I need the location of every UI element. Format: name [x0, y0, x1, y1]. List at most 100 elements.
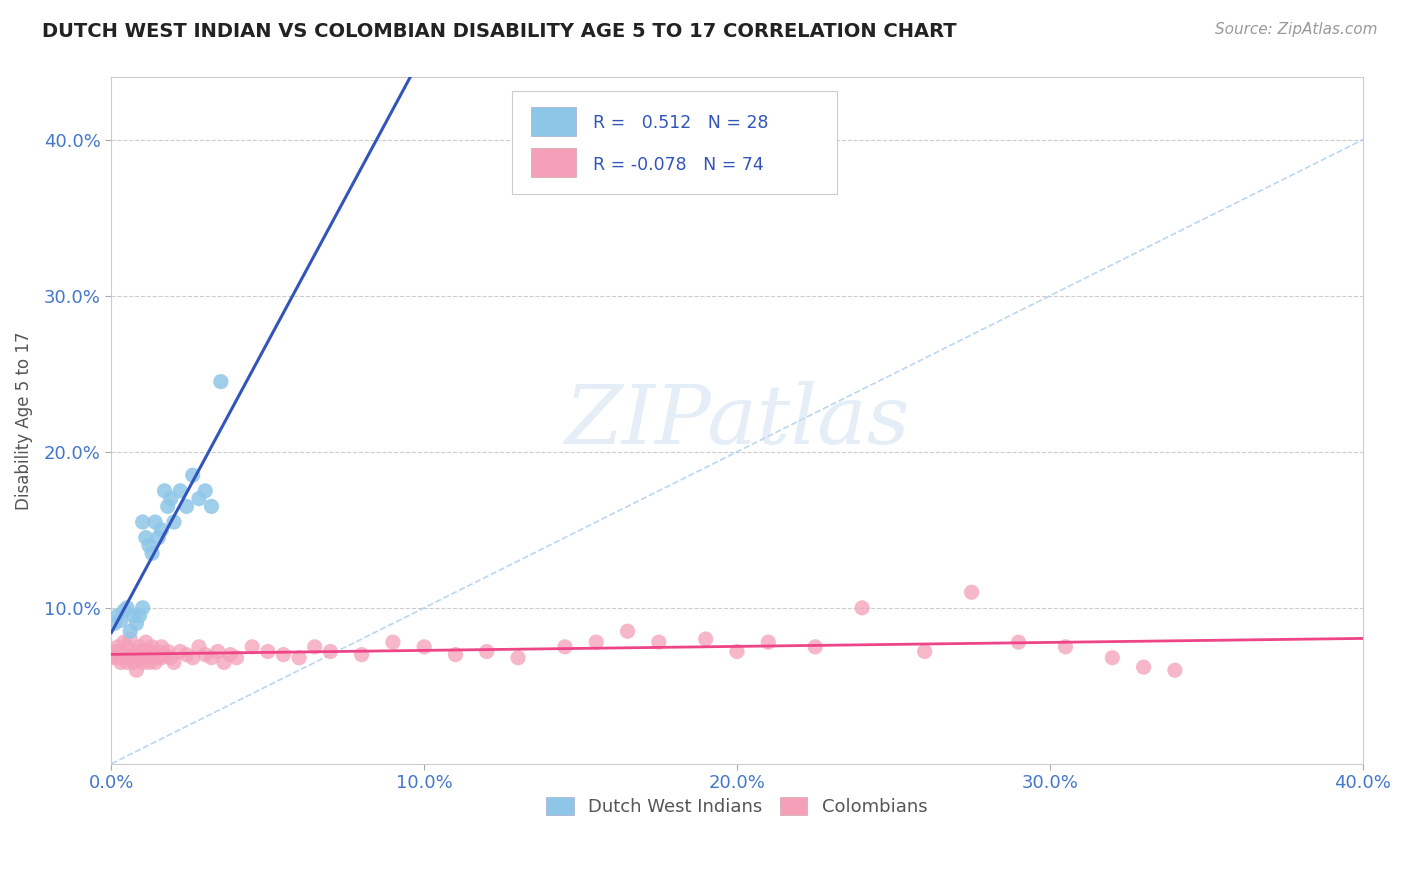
Point — [319, 644, 342, 658]
Point — [181, 468, 204, 483]
Text: R = -0.078   N = 74: R = -0.078 N = 74 — [593, 155, 763, 174]
Point — [122, 648, 145, 662]
Point — [648, 635, 671, 649]
Point — [160, 491, 183, 506]
Point — [115, 640, 138, 654]
Point — [725, 644, 748, 658]
Legend: Dutch West Indians, Colombians: Dutch West Indians, Colombians — [540, 789, 935, 823]
Point — [273, 648, 295, 662]
Point — [138, 538, 160, 552]
Point — [103, 616, 125, 631]
Text: ZIPatlas: ZIPatlas — [564, 381, 910, 460]
Point — [143, 515, 166, 529]
Point — [212, 656, 235, 670]
Point — [176, 648, 198, 662]
Point — [181, 650, 204, 665]
Point — [156, 644, 179, 658]
Point — [194, 648, 217, 662]
Point — [103, 644, 125, 658]
Point — [207, 644, 229, 658]
Point — [914, 644, 936, 658]
Point — [225, 650, 247, 665]
Point — [1164, 663, 1187, 677]
Point — [188, 491, 211, 506]
Point — [110, 613, 132, 627]
Point — [150, 650, 173, 665]
Point — [107, 608, 129, 623]
FancyBboxPatch shape — [530, 148, 575, 177]
Point — [112, 648, 135, 662]
Point — [288, 650, 311, 665]
Point — [851, 600, 873, 615]
Point — [194, 483, 217, 498]
Point — [131, 515, 153, 529]
Point — [128, 608, 150, 623]
Point — [107, 650, 129, 665]
Point — [1007, 635, 1029, 649]
Point — [804, 640, 827, 654]
Point — [304, 640, 326, 654]
Point — [200, 500, 222, 514]
Point — [150, 523, 173, 537]
Point — [112, 604, 135, 618]
Point — [256, 644, 278, 658]
Point — [585, 635, 607, 649]
Text: DUTCH WEST INDIAN VS COLOMBIAN DISABILITY AGE 5 TO 17 CORRELATION CHART: DUTCH WEST INDIAN VS COLOMBIAN DISABILIT… — [42, 22, 957, 41]
Point — [107, 640, 129, 654]
Point — [176, 500, 198, 514]
Point — [1054, 640, 1077, 654]
Point — [163, 515, 186, 529]
Point — [120, 650, 142, 665]
Point — [413, 640, 436, 654]
Point — [554, 640, 576, 654]
Point — [163, 656, 186, 670]
Point — [150, 640, 173, 654]
Point — [115, 600, 138, 615]
Point — [350, 648, 373, 662]
Point — [960, 585, 983, 599]
Point — [695, 632, 717, 646]
Point — [135, 635, 157, 649]
Point — [122, 608, 145, 623]
Point — [475, 644, 498, 658]
Point — [131, 656, 153, 670]
Point — [148, 644, 170, 658]
Point — [100, 650, 122, 665]
Point — [188, 640, 211, 654]
Point — [1132, 660, 1154, 674]
Text: R =   0.512   N = 28: R = 0.512 N = 28 — [593, 114, 769, 132]
Point — [148, 531, 170, 545]
Point — [209, 375, 232, 389]
Point — [131, 644, 153, 658]
Point — [110, 656, 132, 670]
FancyBboxPatch shape — [512, 91, 837, 194]
Point — [141, 640, 163, 654]
Point — [506, 650, 529, 665]
Point — [756, 635, 779, 649]
Point — [143, 656, 166, 670]
Point — [122, 656, 145, 670]
Point — [240, 640, 263, 654]
Point — [125, 644, 148, 658]
FancyBboxPatch shape — [530, 107, 575, 136]
Point — [120, 632, 142, 646]
Point — [135, 650, 157, 665]
Point — [444, 648, 467, 662]
Text: Source: ZipAtlas.com: Source: ZipAtlas.com — [1215, 22, 1378, 37]
Point — [120, 624, 142, 639]
Point — [160, 650, 183, 665]
Y-axis label: Disability Age 5 to 17: Disability Age 5 to 17 — [15, 332, 32, 510]
Point — [169, 644, 191, 658]
Point — [153, 483, 176, 498]
Point — [616, 624, 638, 639]
Point — [125, 663, 148, 677]
Point — [200, 650, 222, 665]
Point — [219, 648, 242, 662]
Point — [148, 650, 170, 665]
Point — [156, 500, 179, 514]
Point — [135, 531, 157, 545]
Point — [381, 635, 404, 649]
Point — [128, 640, 150, 654]
Point — [138, 656, 160, 670]
Point — [141, 546, 163, 560]
